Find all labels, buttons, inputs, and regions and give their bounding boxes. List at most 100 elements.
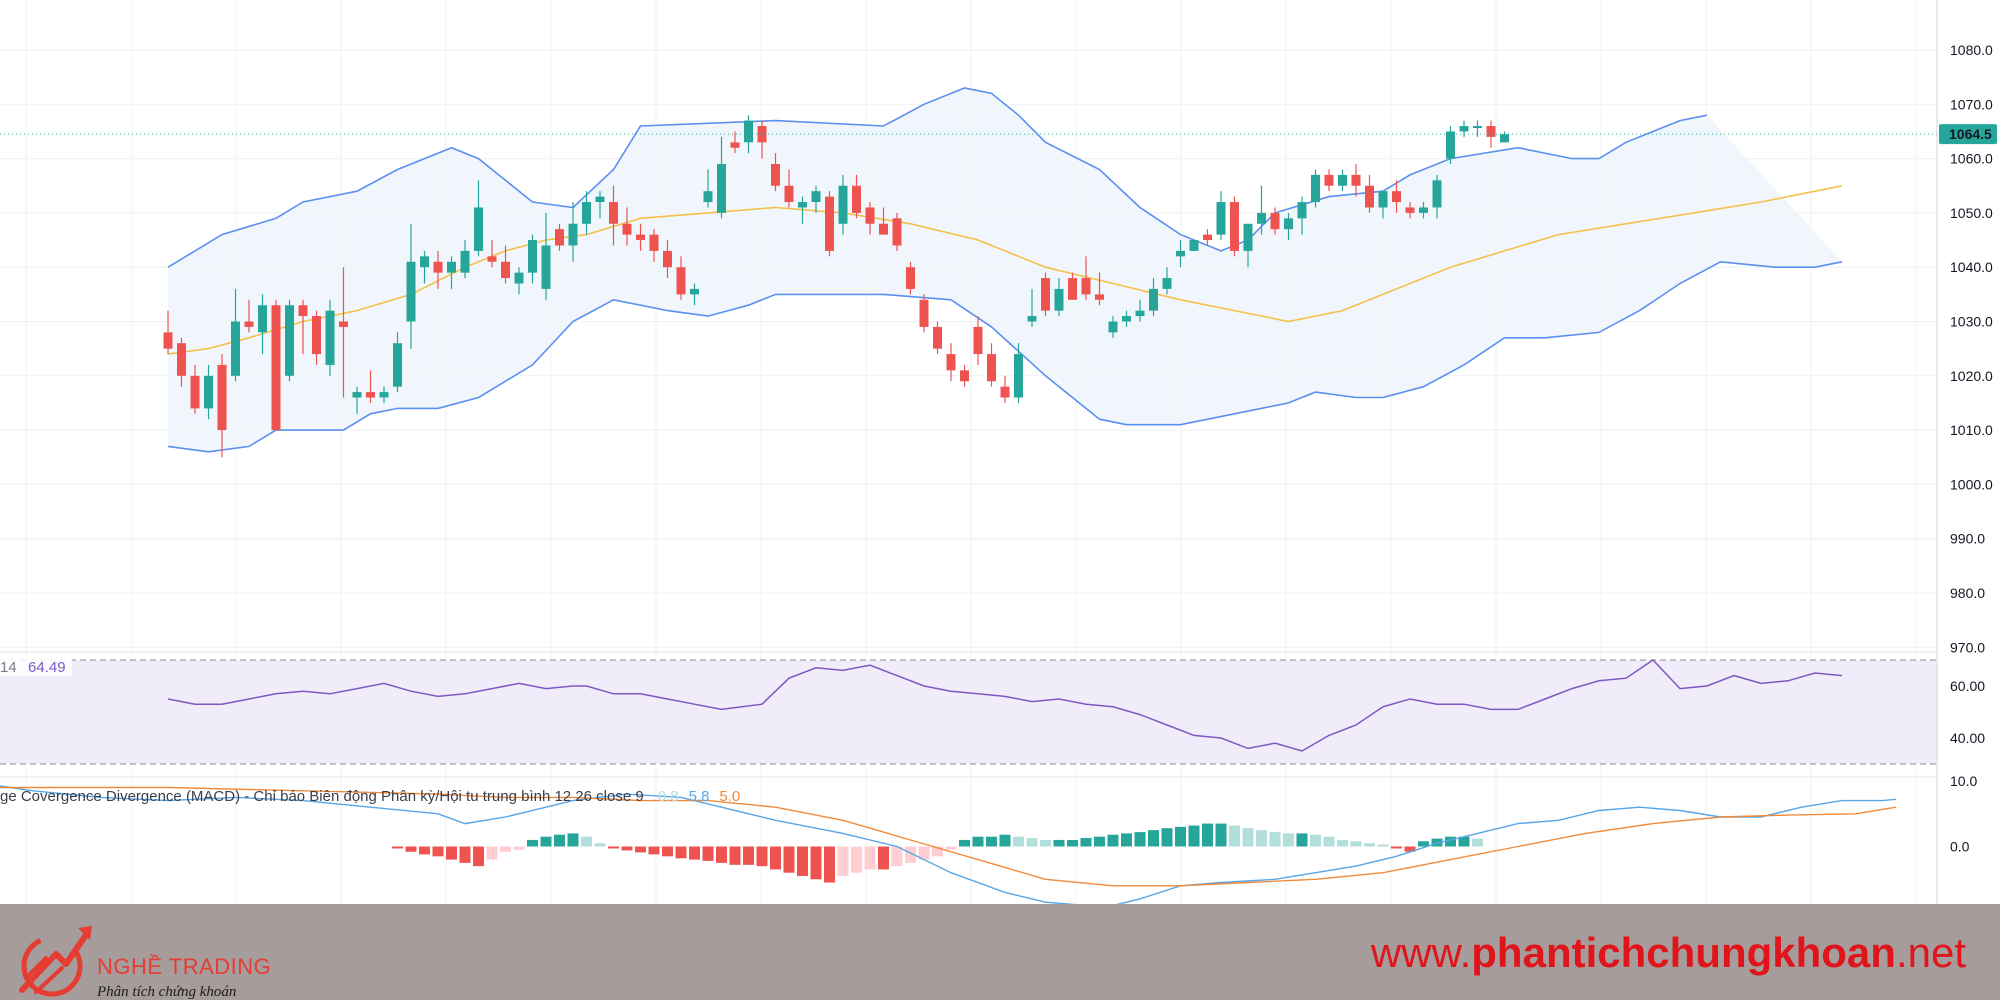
candle-body[interactable] [271, 305, 281, 431]
candle-body[interactable] [1041, 278, 1050, 311]
candle-body[interactable] [258, 305, 267, 333]
candle-body[interactable] [1500, 134, 1509, 143]
candle-body[interactable] [811, 191, 821, 203]
candle-body[interactable] [919, 299, 929, 327]
chart-area[interactable]: 1080.0 1070.0 1060.0 1050.0 1040.0 1030.0 1020… [0, 0, 2000, 904]
candle-body[interactable] [1297, 202, 1307, 219]
candle-body[interactable] [703, 191, 713, 203]
candle-body[interactable] [487, 256, 497, 262]
candle-body[interactable] [1338, 174, 1347, 186]
candle-body[interactable] [1351, 174, 1361, 186]
price-axis[interactable]: 1080.0 1070.0 1060.0 1050.0 1040.0 1030.0 1020… [1936, 0, 2000, 904]
candle-body[interactable] [1108, 321, 1118, 333]
candle-body[interactable] [960, 370, 969, 382]
candle-body[interactable] [906, 267, 915, 289]
candle-body[interactable] [757, 126, 767, 143]
candle-body[interactable] [1176, 250, 1185, 257]
candle-body[interactable] [582, 202, 591, 224]
candle-body[interactable] [1135, 310, 1145, 317]
candle-body[interactable] [231, 321, 240, 376]
candle-body[interactable] [676, 267, 686, 295]
candle-body[interactable] [609, 202, 618, 224]
candle-body[interactable] [1162, 278, 1172, 289]
candle-body[interactable] [460, 250, 470, 273]
candle-body[interactable] [393, 343, 402, 387]
candle-body[interactable] [1405, 207, 1415, 213]
candle-body[interactable] [190, 375, 200, 409]
candle-body[interactable] [1068, 278, 1077, 300]
candle-body[interactable] [798, 202, 807, 208]
macd-legend[interactable]: ge Covergence Divergence (MACD) - Chỉ bá… [0, 788, 740, 805]
candle-body[interactable] [285, 305, 294, 376]
candle-body[interactable] [1014, 354, 1023, 398]
candle-body[interactable] [204, 375, 213, 409]
candle-body[interactable] [1149, 288, 1158, 311]
candle-body[interactable] [1216, 202, 1226, 235]
candle-body[interactable] [663, 250, 672, 268]
candle-body[interactable] [987, 354, 996, 382]
candle-body[interactable] [217, 364, 227, 431]
candle-body[interactable] [474, 207, 483, 251]
candle-body[interactable] [744, 120, 753, 143]
candle-body[interactable] [784, 185, 794, 203]
candle-body[interactable] [1054, 288, 1064, 311]
candle-body[interactable] [1189, 240, 1199, 251]
candle-body[interactable] [1270, 212, 1280, 230]
candle-body[interactable] [541, 245, 551, 289]
candle-body[interactable] [825, 196, 834, 251]
candle-body[interactable] [622, 223, 632, 235]
candle-body[interactable] [555, 229, 564, 246]
candle-body[interactable] [1311, 174, 1320, 203]
candle-body[interactable] [865, 207, 875, 224]
candle-body[interactable] [501, 261, 510, 279]
candle-body[interactable] [163, 332, 173, 349]
candle-body[interactable] [892, 218, 902, 246]
candle-body[interactable] [1473, 126, 1482, 129]
website-link[interactable]: www.phantichchungkhoan.net [1371, 929, 1966, 977]
candle-body[interactable] [447, 261, 456, 273]
candle-body[interactable] [1365, 185, 1374, 208]
candle-body[interactable] [730, 142, 740, 148]
price-pane[interactable] [168, 88, 1842, 452]
candle-body[interactable] [177, 343, 186, 376]
candle-body[interactable] [1122, 316, 1131, 322]
candle-body[interactable] [852, 185, 861, 213]
candle-body[interactable] [366, 392, 375, 398]
candle-body[interactable] [1378, 191, 1388, 208]
candle-body[interactable] [1000, 386, 1010, 398]
candle-body[interactable] [1081, 278, 1091, 295]
candle-body[interactable] [528, 240, 537, 273]
candle-body[interactable] [717, 164, 726, 213]
candle-body[interactable] [1324, 174, 1334, 186]
candle-body[interactable] [379, 392, 389, 398]
candle-body[interactable] [1392, 191, 1401, 203]
candle-body[interactable] [1203, 234, 1212, 241]
candle-body[interactable] [420, 256, 429, 268]
candle-body[interactable] [973, 326, 983, 355]
candle-body[interactable] [339, 321, 348, 327]
candle-body[interactable] [946, 354, 956, 371]
candle-body[interactable] [1284, 218, 1293, 230]
candle-body[interactable] [1419, 207, 1428, 213]
rsi-legend[interactable]: 14 64.49 [0, 656, 72, 676]
candle-body[interactable] [325, 310, 335, 365]
candle-body[interactable] [514, 272, 524, 284]
candle-body[interactable] [636, 234, 645, 241]
candle-body[interactable] [1243, 223, 1253, 251]
candle-body[interactable] [879, 223, 888, 235]
candle-body[interactable] [352, 392, 362, 398]
candle-body[interactable] [1459, 126, 1469, 132]
candle-body[interactable] [312, 316, 321, 355]
candle-body[interactable] [1446, 131, 1455, 159]
candle-body[interactable] [595, 196, 605, 203]
candle-body[interactable] [568, 223, 578, 246]
candle-body[interactable] [1027, 316, 1037, 322]
candle-body[interactable] [406, 261, 416, 322]
candle-body[interactable] [933, 326, 942, 349]
candle-body[interactable] [244, 321, 254, 327]
candle-body[interactable] [690, 288, 699, 295]
candle-body[interactable] [1095, 294, 1104, 300]
candle-body[interactable] [433, 261, 443, 273]
candle-body[interactable] [298, 305, 308, 317]
candle-body[interactable] [1230, 202, 1239, 251]
